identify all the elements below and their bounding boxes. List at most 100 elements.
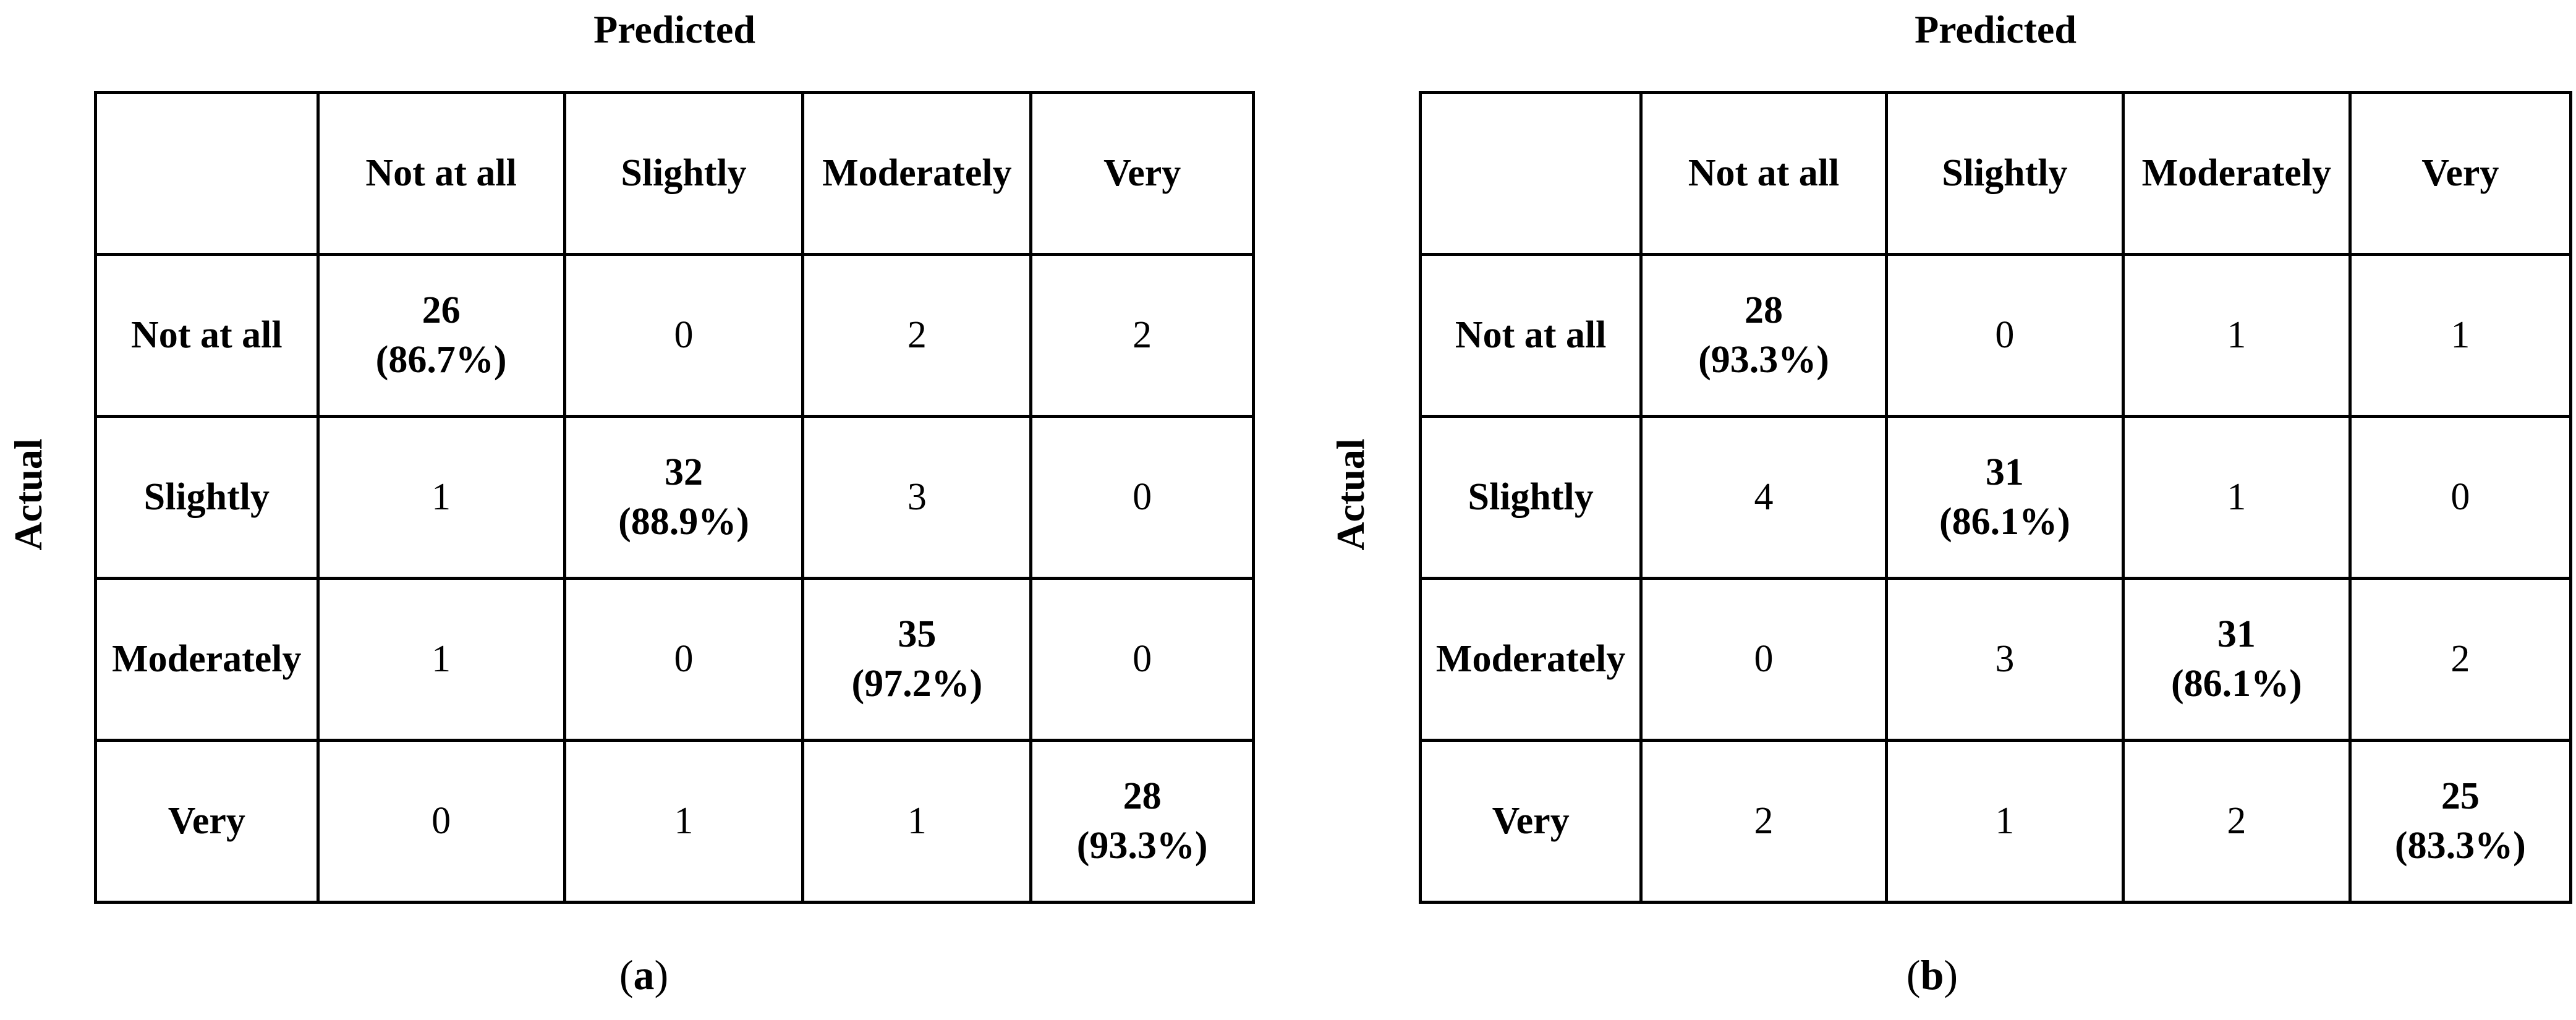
row-header: Very [1418, 739, 1643, 904]
caption-paren-open: ( [619, 951, 634, 998]
panel-b: Predicted Actual Not at all Slightly Mod… [1288, 0, 2576, 1020]
header-row: Not at all Slightly Moderately Very [94, 91, 1255, 256]
matrix-cell: 1 [2348, 253, 2573, 418]
cell-count: 35 [898, 613, 937, 656]
matrix-row: Very 2 1 2 25 (83.3%) [1418, 739, 2573, 904]
matrix-cell: 0 [563, 253, 805, 418]
matrix-cell: 3 [1884, 577, 2125, 742]
matrix-cell: 3 [801, 415, 1033, 580]
matrix-row: Not at all 28 (93.3%) 0 1 1 [1418, 253, 2573, 418]
diagonal-cell: 32 (88.9%) [563, 415, 805, 580]
cell-percent: (86.1%) [2170, 662, 2302, 705]
cell-count: 2 [2227, 799, 2247, 842]
row-header: Moderately [94, 577, 320, 742]
cell-count: 0 [1995, 313, 2015, 356]
actual-axis-label-b: Actual [1328, 438, 1372, 551]
matrix-row: Slightly 4 31 (86.1%) 1 0 [1418, 415, 2573, 580]
cell-count: 1 [431, 637, 451, 680]
cell-percent: (83.3%) [2394, 824, 2526, 867]
cell-count: 0 [674, 637, 694, 680]
diagonal-cell: 26 (86.7%) [316, 253, 566, 418]
cell-count: 4 [1754, 475, 1774, 518]
matrix-cell: 2 [801, 253, 1033, 418]
caption-paren-open: ( [1906, 951, 1921, 998]
cell-count: 1 [1995, 799, 2015, 842]
matrix-cell: 0 [1029, 415, 1255, 580]
row-header: Moderately [1418, 577, 1643, 742]
caption-paren-close: ) [654, 951, 669, 998]
cell-percent: (86.7%) [375, 338, 507, 381]
cell-count: 2 [907, 313, 927, 356]
diagonal-cell: 25 (83.3%) [2348, 739, 2573, 904]
diagonal-cell: 35 (97.2%) [801, 577, 1033, 742]
row-header: Very [94, 739, 320, 904]
matrix-row: Very 0 1 1 28 (93.3%) [94, 739, 1255, 904]
cell-count: 2 [1754, 799, 1774, 842]
predicted-axis-label-a: Predicted [593, 7, 755, 51]
col-header: Slightly [563, 91, 805, 256]
matrix-row: Slightly 1 32 (88.9%) 3 0 [94, 415, 1255, 580]
cell-count: 0 [1754, 637, 1774, 680]
caption-letter: b [1920, 951, 1944, 998]
matrix-cell: 4 [1639, 415, 1888, 580]
caption-paren-close: ) [1944, 951, 1958, 998]
col-header: Not at all [1639, 91, 1888, 256]
row-header: Not at all [94, 253, 320, 418]
cell-count: 2 [2451, 637, 2470, 680]
cell-count: 1 [674, 799, 694, 842]
cell-count: 31 [2217, 613, 2256, 656]
predicted-axis-label-b: Predicted [1915, 7, 2077, 51]
col-header: Moderately [801, 91, 1033, 256]
cell-count: 1 [2227, 313, 2247, 356]
cell-count: 26 [422, 289, 461, 332]
matrix-cell: 1 [316, 415, 566, 580]
cell-count: 0 [431, 799, 451, 842]
corner-cell [1418, 91, 1643, 256]
matrix-cell: 2 [2348, 577, 2573, 742]
matrix-cell: 0 [2348, 415, 2573, 580]
cell-count: 25 [2441, 775, 2480, 818]
matrix-cell: 2 [1639, 739, 1888, 904]
matrix-cell: 1 [2122, 415, 2352, 580]
cell-count: 2 [1133, 313, 1152, 356]
diagonal-cell: 31 (86.1%) [1884, 415, 2125, 580]
diagonal-cell: 31 (86.1%) [2122, 577, 2352, 742]
diagonal-cell: 28 (93.3%) [1639, 253, 1888, 418]
cell-percent: (88.9%) [618, 500, 749, 543]
panel-a: Predicted Actual Not at all Slightly Mod… [0, 7, 1288, 1000]
matrix-cell: 1 [316, 577, 566, 742]
cell-count: 3 [907, 475, 927, 518]
header-row: Not at all Slightly Moderately Very [1418, 91, 2573, 256]
confusion-matrix-b: Not at all Slightly Moderately Very Not … [1418, 91, 2573, 904]
cell-percent: (93.3%) [1698, 338, 1829, 381]
cell-count: 28 [1744, 289, 1783, 332]
cell-percent: (97.2%) [851, 662, 983, 705]
cell-count: 32 [664, 451, 703, 494]
matrix-cell: 2 [1029, 253, 1255, 418]
confusion-matrix-a: Not at all Slightly Moderately Very Not … [94, 91, 1255, 904]
matrix-cell: 2 [2122, 739, 2352, 904]
col-header: Slightly [1884, 91, 2125, 256]
cell-count: 0 [1133, 475, 1152, 518]
matrix-row: Moderately 0 3 31 (86.1%) 2 [1418, 577, 2573, 742]
matrix-row: Not at all 26 (86.7%) 0 2 2 [94, 253, 1255, 418]
caption-a: (a) [0, 951, 1288, 1000]
col-header: Very [1029, 91, 1255, 256]
matrix-cell: 0 [1884, 253, 2125, 418]
matrix-cell: 1 [1884, 739, 2125, 904]
col-header: Moderately [2122, 91, 2352, 256]
row-header: Slightly [94, 415, 320, 580]
row-header: Slightly [1418, 415, 1643, 580]
cell-count: 0 [674, 313, 694, 356]
cell-count: 28 [1123, 775, 1162, 818]
row-header: Not at all [1418, 253, 1643, 418]
col-header: Not at all [316, 91, 566, 256]
matrix-cell: 0 [1029, 577, 1255, 742]
cell-count: 1 [907, 799, 927, 842]
cell-percent: (86.1%) [1939, 500, 2070, 543]
diagonal-cell: 28 (93.3%) [1029, 739, 1255, 904]
matrix-cell: 1 [563, 739, 805, 904]
col-header: Very [2348, 91, 2573, 256]
matrix-cell: 0 [316, 739, 566, 904]
matrix-cell: 1 [2122, 253, 2352, 418]
